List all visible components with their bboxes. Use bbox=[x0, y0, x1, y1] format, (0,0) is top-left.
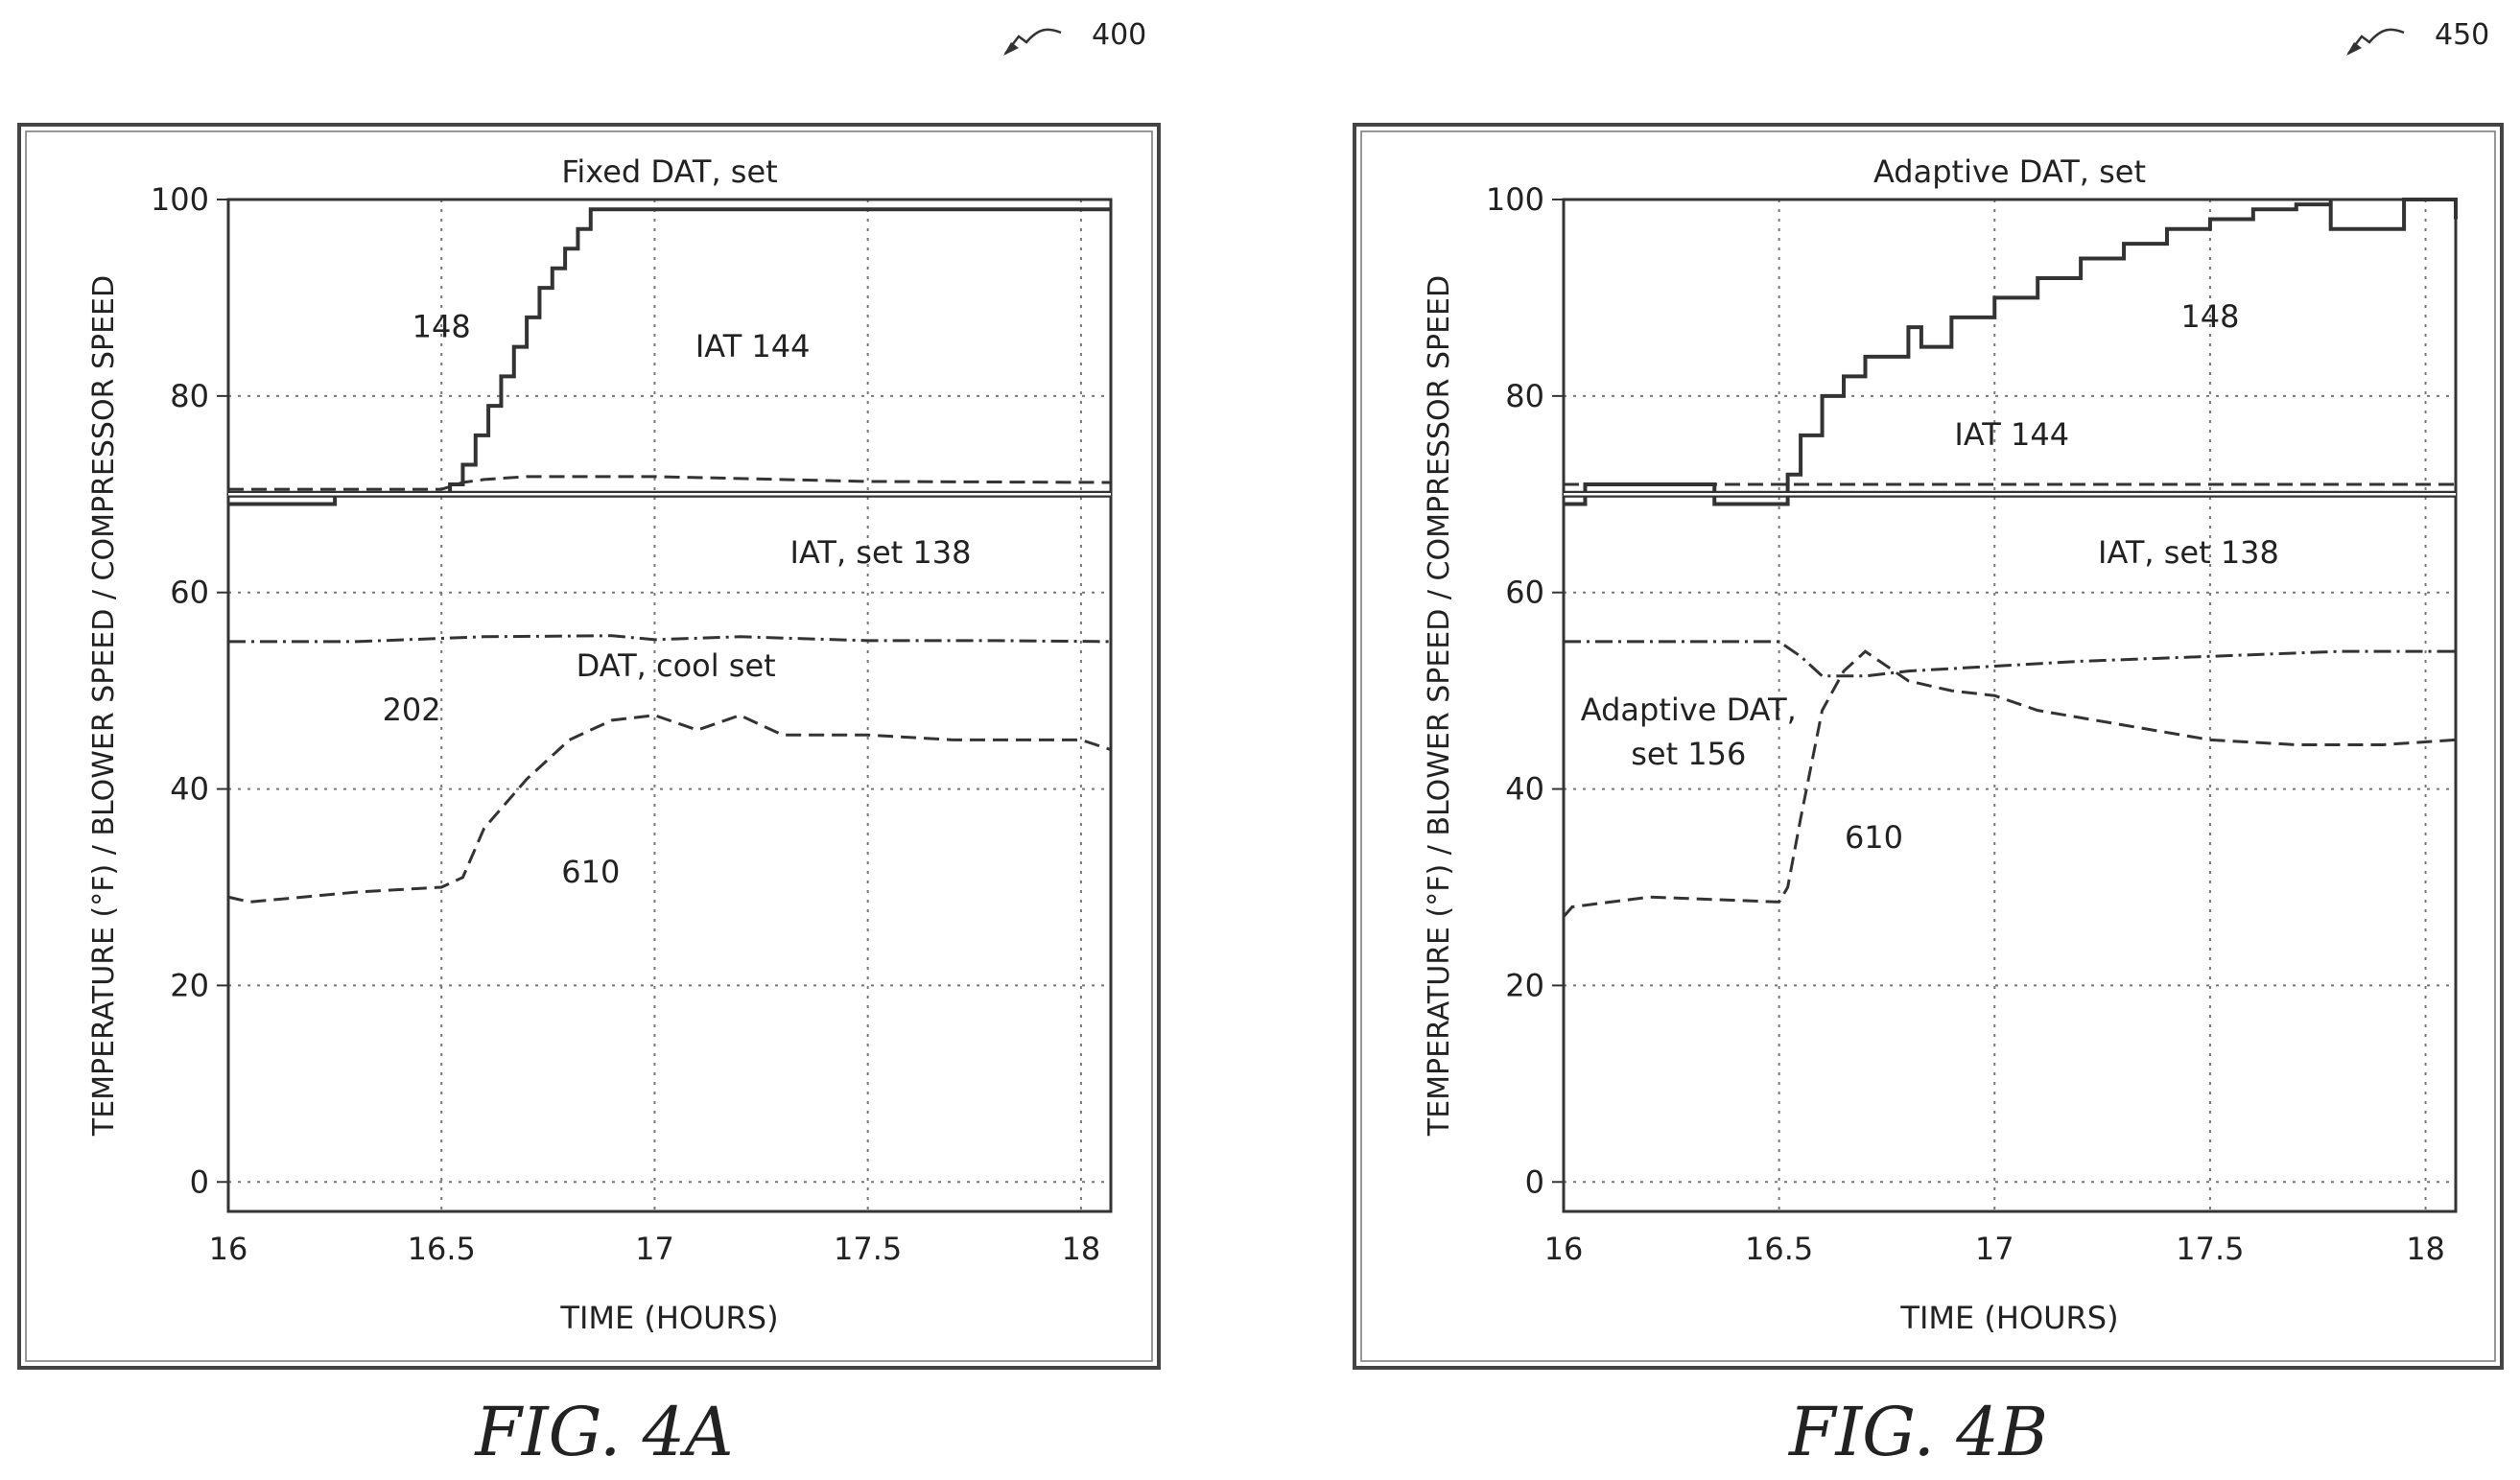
annotation-adaptive-dat: Adaptive DAT, bbox=[1581, 692, 1797, 728]
annotation-202: 202 bbox=[383, 692, 441, 728]
panel-frame bbox=[17, 123, 1161, 1370]
annotation-set-156: set 156 bbox=[1631, 736, 1746, 772]
chart-title: Adaptive DAT, set bbox=[1873, 153, 2146, 190]
series-line-dat-cool-set-202 bbox=[228, 634, 1112, 644]
figure-ref-number: 450 bbox=[2435, 18, 2489, 52]
annotation-148: 148 bbox=[412, 308, 471, 344]
series-line-148 bbox=[228, 207, 1111, 506]
x-axis-label: TIME (HOURS) bbox=[1899, 1300, 2118, 1336]
figure-caption-4a: FIG. 4A bbox=[475, 1393, 734, 1471]
x-tick-label: 16.5 bbox=[408, 1231, 476, 1267]
series-line-148 bbox=[1564, 198, 2458, 506]
x-tick-label: 18 bbox=[2406, 1231, 2445, 1267]
series-line-610 bbox=[227, 714, 1112, 904]
plot-area-border bbox=[1562, 198, 2458, 1213]
chart-4b-svg: Adaptive DAT, set 16 16.5 17 17.5 18 0 20 40 60 80… bbox=[1353, 123, 2504, 1370]
annotation-610: 610 bbox=[561, 854, 620, 890]
panel-frame bbox=[1353, 123, 2504, 1370]
y-tick-label: 60 bbox=[170, 575, 209, 611]
annotation-610: 610 bbox=[1845, 819, 1903, 856]
y-tick-label: 80 bbox=[170, 378, 209, 414]
series-line-610 bbox=[1562, 649, 2457, 918]
x-tick-label: 16 bbox=[209, 1231, 248, 1267]
y-axis-label: TEMPERATURE (°F) / BLOWER SPEED / COMPRE… bbox=[87, 275, 121, 1137]
y-axis-label: TEMPERATURE (°F) / BLOWER SPEED / COMPRE… bbox=[1423, 275, 1456, 1137]
figure-caption-4b: FIG. 4B bbox=[1788, 1393, 2049, 1471]
plot-area-border bbox=[226, 198, 1113, 1213]
y-tick-label: 20 bbox=[170, 967, 209, 1003]
x-tick-label: 17.5 bbox=[2176, 1231, 2244, 1267]
y-tick-label: 20 bbox=[1505, 967, 1544, 1003]
chart-panel-fig-4a: Fixed DAT, set 16 16.5 17 17.5 18 0 20 40 60 80 100… bbox=[17, 123, 1161, 1370]
y-tick-label: 100 bbox=[1486, 181, 1544, 218]
chart-title: Fixed DAT, set bbox=[561, 153, 777, 190]
annotation-148: 148 bbox=[2180, 298, 2239, 335]
x-tick-label: 16.5 bbox=[1745, 1231, 1813, 1267]
y-tick-label: 100 bbox=[151, 181, 209, 218]
figure-ref-number: 400 bbox=[1092, 18, 1146, 52]
figure-ref-400: 400 bbox=[998, 12, 1170, 59]
y-tick-label: 40 bbox=[170, 771, 209, 808]
chart-panel-fig-4b: Adaptive DAT, set 16 16.5 17 17.5 18 0 20 40 60 80… bbox=[1353, 123, 2504, 1370]
y-tick-label: 40 bbox=[1505, 771, 1544, 808]
series-line-adaptive-dat-set-156 bbox=[1564, 640, 2456, 678]
chart-4a-svg: Fixed DAT, set 16 16.5 17 17.5 18 0 20 40 60 80 100… bbox=[17, 123, 1161, 1370]
panel-frame-inner bbox=[25, 130, 1153, 1362]
x-tick-label: 17 bbox=[1975, 1231, 2014, 1267]
figure-ref-450: 450 bbox=[2341, 12, 2513, 59]
y-tick-label: 80 bbox=[1505, 378, 1544, 414]
y-tick-label: 60 bbox=[1505, 575, 1544, 611]
annotation-iat-set-138: IAT, set 138 bbox=[790, 534, 972, 571]
y-tick-label: 0 bbox=[1525, 1163, 1544, 1200]
annotation-iat-set-138: IAT, set 138 bbox=[2098, 534, 2279, 571]
annotation-dat-cool-set: DAT, cool set bbox=[577, 647, 776, 684]
annotation-iat-144: IAT 144 bbox=[1954, 416, 2069, 453]
x-tick-label: 18 bbox=[1062, 1231, 1101, 1267]
y-tick-label: 0 bbox=[190, 1163, 209, 1200]
annotation-iat-144: IAT 144 bbox=[695, 328, 811, 364]
reference-arrow-icon: 450 bbox=[2346, 18, 2489, 56]
x-tick-label: 17.5 bbox=[834, 1231, 902, 1267]
x-tick-label: 17 bbox=[635, 1231, 674, 1267]
panel-frame-inner bbox=[1360, 130, 2496, 1362]
x-tick-label: 16 bbox=[1544, 1231, 1584, 1267]
reference-arrow-icon: 400 bbox=[1003, 18, 1146, 56]
x-axis-label: TIME (HOURS) bbox=[559, 1300, 778, 1336]
series-line-iat-144 bbox=[228, 475, 1112, 491]
